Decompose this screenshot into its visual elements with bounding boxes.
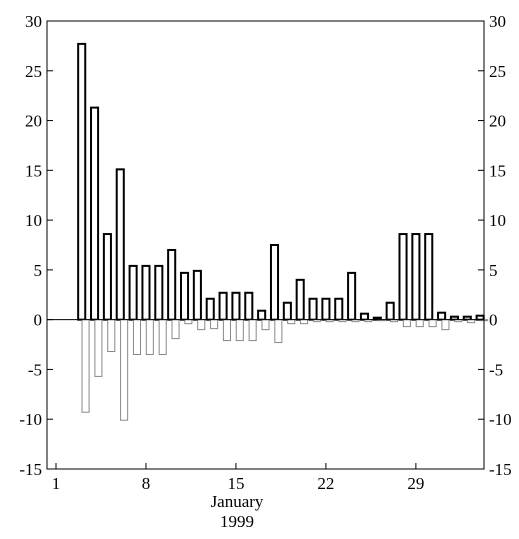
- y-tick-label-right-0: -15: [489, 460, 512, 479]
- bar-positive-14: [257, 309, 267, 321]
- bar-negative-25: [402, 319, 411, 328]
- y-tick-label-right-2: -5: [489, 360, 503, 379]
- y-tick-label-left-0: -15: [19, 460, 42, 479]
- y-tick-label-left-4: 5: [34, 261, 43, 280]
- bar-positive-13: [244, 291, 254, 321]
- bar-positive-11: [218, 291, 228, 321]
- bar-positive-31: [475, 314, 485, 321]
- bar-negative-28: [441, 319, 450, 331]
- bar-positive-27: [424, 233, 434, 321]
- x-axis-title-line2: 1999: [220, 512, 254, 531]
- bar-negative-0: [81, 319, 90, 413]
- axis-ticks: [47, 20, 484, 470]
- bar-negative-6: [158, 319, 167, 356]
- x-tick-label-3: 22: [317, 474, 334, 493]
- bar-positive-9: [192, 269, 202, 321]
- y-tick-label-right-4: 5: [489, 261, 498, 280]
- bar-negative-15: [274, 319, 283, 344]
- bar-positive-1: [90, 106, 100, 321]
- y-tick-label-right-9: 30: [489, 12, 506, 31]
- bar-negative-3: [120, 319, 129, 421]
- plot-bars: [77, 42, 489, 421]
- bar-positive-25: [398, 233, 408, 321]
- y-tick-label-left-6: 15: [25, 161, 42, 180]
- bar-positive-0: [77, 42, 87, 321]
- bar-negative-7: [171, 319, 180, 340]
- bar-positive-12: [231, 291, 241, 321]
- bar-negative-16: [287, 319, 296, 325]
- bar-negative-13: [248, 319, 257, 342]
- y-tick-label-left-7: 20: [25, 112, 42, 131]
- x-tick-label-0: 1: [52, 474, 61, 493]
- y-tick-label-left-3: 0: [34, 311, 43, 330]
- y-tick-label-right-8: 25: [489, 62, 506, 81]
- bar-negative-10: [210, 319, 219, 330]
- bar-negative-1: [94, 319, 103, 377]
- bar-negative-26: [415, 319, 424, 328]
- bar-positive-17: [295, 278, 305, 321]
- y-tick-label-left-2: -5: [28, 360, 42, 379]
- bar-negative-9: [197, 319, 206, 331]
- x-tick-label-1: 8: [142, 474, 151, 493]
- bar-positive-3: [115, 168, 125, 321]
- bar-positive-20: [334, 297, 344, 321]
- bar-negative-12: [235, 319, 244, 342]
- bar-negative-2: [107, 319, 116, 353]
- y-tick-label-right-3: 0: [489, 311, 498, 330]
- bar-negative-5: [145, 319, 154, 356]
- y-tick-label-right-7: 20: [489, 112, 506, 131]
- bar-positive-18: [308, 297, 318, 321]
- x-tick-label-2: 15: [227, 474, 244, 493]
- plot-frame: [46, 20, 485, 470]
- bar-positive-19: [321, 297, 331, 321]
- bar-positive-24: [385, 301, 395, 321]
- y-tick-label-left-8: 25: [25, 62, 42, 81]
- bar-positive-21: [347, 271, 357, 321]
- bar-negative-14: [261, 319, 270, 331]
- bar-negative-4: [132, 319, 142, 356]
- bar-positive-8: [179, 271, 190, 321]
- y-tick-label-left-9: 30: [25, 12, 42, 31]
- bar-positive-6: [154, 264, 164, 321]
- bar-positive-16: [282, 301, 292, 321]
- x-axis-title-line1: January: [211, 492, 264, 511]
- bar-negative-27: [428, 319, 437, 328]
- y-tick-label-right-1: -10: [489, 410, 512, 429]
- bar-positive-4: [128, 264, 138, 321]
- y-tick-label-left-5: 10: [25, 211, 42, 230]
- bar-negative-11: [222, 319, 231, 342]
- y-tick-label-left-1: -10: [19, 410, 42, 429]
- bar-positive-22: [359, 312, 370, 321]
- y-tick-label-right-6: 15: [489, 161, 506, 180]
- bar-positive-10: [205, 297, 215, 321]
- bar-negative-8: [184, 319, 193, 325]
- bar-positive-26: [411, 233, 421, 321]
- bar-positive-7: [167, 248, 177, 321]
- bar-positive-5: [141, 264, 151, 321]
- y-tick-label-right-5: 10: [489, 211, 506, 230]
- bar-positive-15: [269, 244, 280, 321]
- bar-positive-28: [437, 311, 447, 321]
- bar-negative-17: [300, 319, 309, 325]
- bar-positive-2: [102, 233, 112, 321]
- x-tick-label-4: 29: [407, 474, 424, 493]
